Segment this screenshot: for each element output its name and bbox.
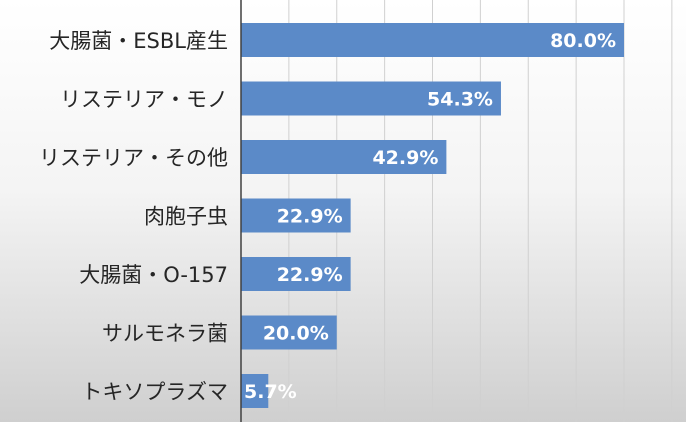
category-label: リステリア・モノ — [60, 88, 228, 112]
bar — [241, 140, 447, 174]
bar — [241, 374, 269, 408]
data-label: 5.7% — [244, 381, 297, 403]
data-labels: 80.0% 54.3% 42.9% 22.9% 22.9% 20.0% 5.7% — [244, 30, 616, 403]
data-label: 42.9% — [372, 147, 438, 169]
bar — [241, 198, 351, 233]
gridlines — [288, 0, 673, 422]
category-label: 肉胞子虫 — [144, 205, 228, 229]
data-label: 20.0% — [263, 323, 329, 345]
bar — [241, 81, 501, 116]
data-label: 54.3% — [427, 89, 493, 111]
bars — [241, 23, 624, 408]
category-label: リステリア・その他 — [39, 146, 228, 170]
data-label: 80.0% — [550, 30, 616, 52]
category-label: 大腸菌・ESBL産生 — [49, 29, 228, 53]
category-label: サルモネラ菌 — [102, 322, 228, 346]
bar — [241, 23, 624, 57]
category-labels: 大腸菌・ESBL産生リステリア・モノリステリア・その他肉胞子虫大腸菌・O-157… — [39, 29, 228, 404]
category-label: 大腸菌・O-157 — [79, 263, 228, 287]
bar — [241, 315, 337, 350]
data-label: 22.9% — [277, 264, 343, 286]
data-label: 22.9% — [277, 206, 343, 228]
category-label: トキソプラズマ — [81, 380, 228, 404]
bar — [241, 257, 351, 291]
